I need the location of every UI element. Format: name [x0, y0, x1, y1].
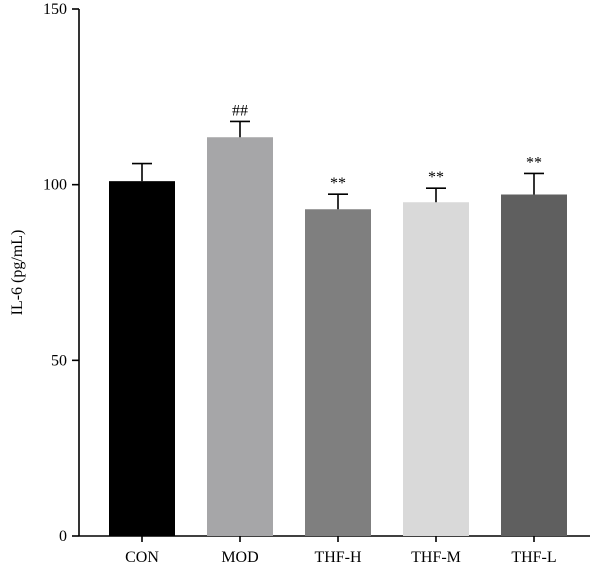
- significance-label-thf-l: **: [526, 154, 542, 171]
- y-tick-label: 150: [43, 1, 67, 18]
- bar-thf-m: [403, 202, 469, 536]
- x-tick-label-thf-m: THF-M: [411, 549, 461, 566]
- y-tick-label: 100: [43, 177, 67, 194]
- bar-thf-h: [305, 209, 371, 536]
- x-tick-label-thf-h: THF-H: [314, 549, 362, 566]
- bar-thf-l: [501, 194, 567, 536]
- y-tick-label: 50: [51, 352, 67, 369]
- significance-label-mod: ##: [232, 102, 248, 119]
- bars: [109, 120, 567, 537]
- x-tick-label-con: CON: [125, 549, 159, 566]
- significance-label-thf-h: **: [330, 175, 346, 192]
- y-axis-label: IL-6 (pg/mL): [9, 230, 26, 316]
- bar-mod: [207, 137, 273, 536]
- y-tick-label: 0: [59, 528, 67, 545]
- labels: 0 50 100 150 IL-6 (pg/mL) CON MOD ## THF-H ** THF-…: [9, 1, 557, 566]
- x-tick-label-thf-l: THF-L: [511, 549, 556, 566]
- x-tick-label-mod: MOD: [221, 549, 258, 566]
- significance-label-thf-m: **: [428, 169, 444, 186]
- bar-con: [109, 181, 175, 537]
